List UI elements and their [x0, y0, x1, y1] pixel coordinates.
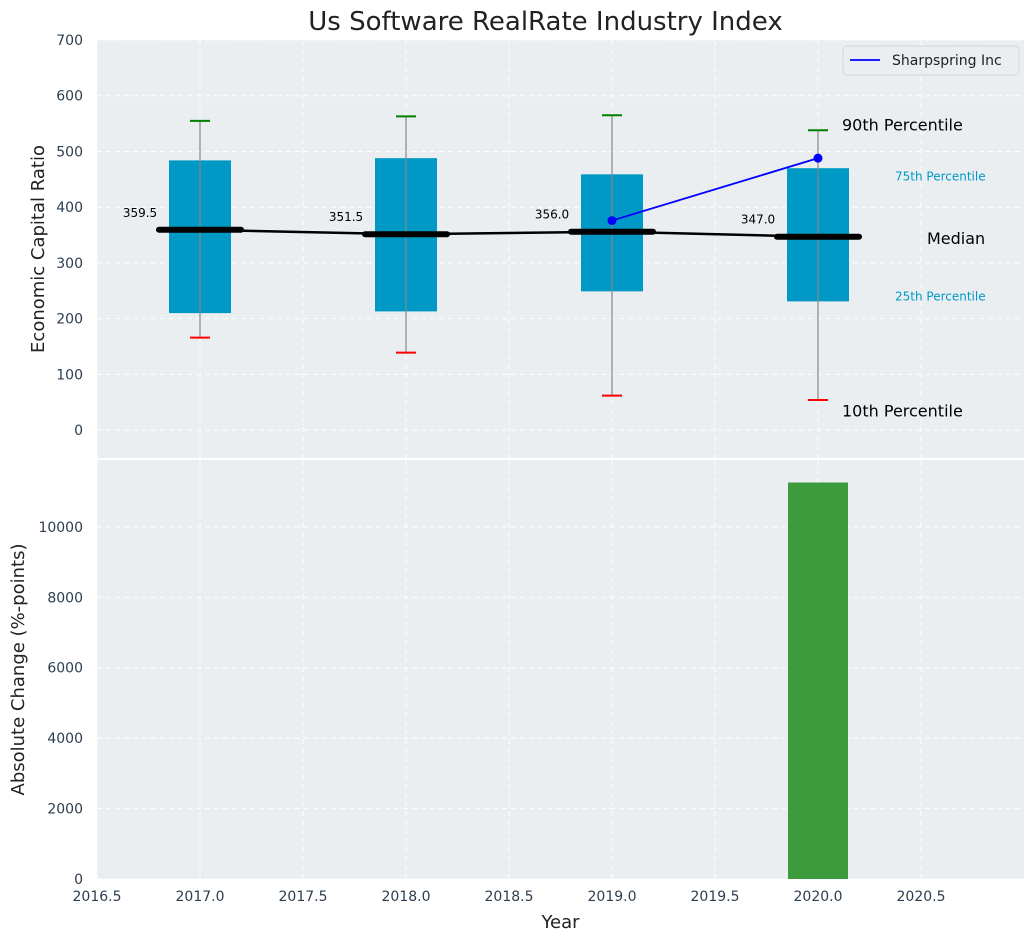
median-value-label: 351.5 — [329, 210, 363, 224]
x-axis-title: Year — [540, 912, 580, 933]
x-tick-label: 2016.5 — [73, 889, 122, 905]
p10-annotation: 10th Percentile — [842, 402, 963, 421]
top-y-tick-label: 600 — [56, 89, 83, 105]
top-y-axis-title: Economic Capital Ratio — [28, 145, 49, 353]
bottom-y-axis-title: Absolute Change (%-points) — [8, 544, 29, 796]
top-y-tick-label: 700 — [56, 33, 83, 49]
x-tick-label: 2020.5 — [897, 889, 946, 905]
x-tick-label: 2019.5 — [691, 889, 740, 905]
bottom-y-tick-label: 10000 — [38, 520, 83, 536]
bottom-panel: 0 2000 4000 6000 8000 10000 2016.5 2017.0 2017.5… — [8, 460, 1024, 933]
x-tick-label: 2018.5 — [485, 889, 534, 905]
company-series-line — [611, 157, 819, 222]
x-tick-label: 2019.0 — [588, 889, 637, 905]
top-y-tick-label: 100 — [56, 367, 83, 383]
median-value-label: 356.0 — [535, 208, 569, 222]
x-tick-label: 2017.0 — [176, 889, 225, 905]
bottom-y-tick-label: 0 — [74, 872, 83, 888]
median-trend-line — [199, 228, 819, 238]
top-plot-area — [97, 40, 1024, 458]
legend-label: Sharpspring Inc — [892, 53, 1002, 69]
top-panel: 0 100 200 300 400 500 600 700 359.5 351.5 356.0 347… — [28, 7, 1024, 460]
x-tick-label: 2018.0 — [382, 889, 431, 905]
top-y-tick-label: 300 — [56, 256, 83, 272]
bottom-y-tick-label: 2000 — [47, 802, 83, 818]
change-bar — [788, 482, 848, 879]
bottom-y-tick-label: 4000 — [47, 731, 83, 747]
legend: Sharpspring Inc — [842, 45, 1020, 76]
x-tick-label: 2017.5 — [279, 889, 328, 905]
company-series-point — [813, 153, 823, 163]
company-series-point — [607, 216, 617, 226]
bottom-y-tick-label: 6000 — [47, 661, 83, 677]
p75-annotation: 75th Percentile — [895, 170, 986, 184]
bottom-plot-area — [97, 460, 1024, 879]
median-value-label: 359.5 — [123, 206, 157, 220]
bottom-y-tick-label: 8000 — [47, 590, 83, 606]
median-annotation: Median — [927, 229, 985, 248]
top-y-tick-label: 200 — [56, 312, 83, 328]
p90-annotation: 90th Percentile — [842, 116, 963, 135]
x-tick-label: 2020.0 — [794, 889, 843, 905]
top-y-tick-label: 500 — [56, 144, 83, 160]
top-y-tick-label: 400 — [56, 200, 83, 216]
p25-annotation: 25th Percentile — [895, 289, 986, 303]
chart-title: Us Software RealRate Industry Index — [308, 7, 782, 37]
legend-box — [842, 45, 1020, 76]
top-y-tick-label: 0 — [74, 423, 83, 439]
median-value-label: 347.0 — [741, 213, 775, 227]
